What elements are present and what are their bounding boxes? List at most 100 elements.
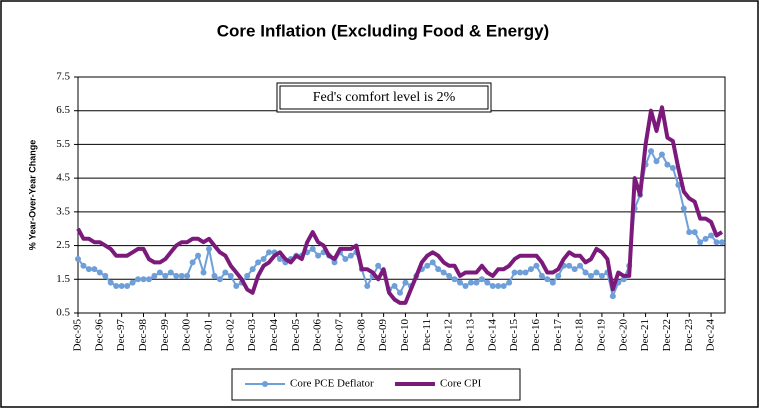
x-tick-label: Dec-03 <box>246 319 258 352</box>
y-tick-label: 0.5 <box>56 307 70 319</box>
series-line <box>76 105 724 305</box>
point <box>249 266 256 273</box>
point <box>309 245 316 252</box>
y-tick-label: 6.5 <box>56 104 70 116</box>
point <box>391 283 398 290</box>
point <box>107 279 114 286</box>
point <box>347 252 354 259</box>
point <box>173 272 180 279</box>
point <box>533 262 540 269</box>
x-tick-label: Dec-96 <box>93 319 105 352</box>
x-tick-label: Dec-00 <box>181 319 193 352</box>
y-tick-label: 1.5 <box>56 273 70 285</box>
legend-label: Core CPI <box>440 378 482 390</box>
point <box>255 259 262 266</box>
point <box>222 269 229 276</box>
point <box>91 266 98 273</box>
y-tick-label: 4.5 <box>56 172 70 184</box>
point <box>506 279 513 286</box>
point <box>205 245 212 252</box>
point <box>315 252 322 259</box>
x-tick-label: Dec-13 <box>464 319 476 352</box>
point <box>577 262 584 269</box>
x-tick-label: Dec-20 <box>617 319 629 352</box>
point <box>151 272 158 279</box>
point <box>440 269 447 276</box>
point <box>124 283 131 290</box>
point <box>140 276 147 283</box>
point <box>178 272 185 279</box>
point <box>511 269 518 276</box>
point <box>276 256 283 263</box>
chart-title: Core Inflation (Excluding Food & Energy) <box>217 21 549 40</box>
point <box>691 229 698 236</box>
point <box>593 269 600 276</box>
point <box>664 161 671 168</box>
point <box>211 272 218 279</box>
point <box>669 165 676 172</box>
point <box>342 256 349 263</box>
point <box>588 272 595 279</box>
point <box>473 279 480 286</box>
x-tick-label: Dec-01 <box>203 319 215 351</box>
point <box>75 256 81 263</box>
point <box>424 262 431 269</box>
x-tick-label: Dec-97 <box>115 319 127 352</box>
point <box>697 239 704 246</box>
point <box>96 269 103 276</box>
y-tick-label: 2.5 <box>56 239 70 251</box>
point <box>113 283 120 290</box>
point <box>555 272 562 279</box>
point <box>457 279 464 286</box>
point <box>571 266 578 273</box>
x-tick-label: Dec-16 <box>530 319 542 352</box>
x-tick-label: Dec-07 <box>333 319 345 352</box>
x-tick-label: Dec-11 <box>421 319 433 351</box>
point <box>162 272 169 279</box>
plot-area: 0.5 1.5 2.5 3.5 4.5 5.5 6.5 7.5 Dec-95 Dec-96 Dec-… <box>56 71 726 352</box>
x-tick-label: Dec-05 <box>290 319 302 352</box>
x-tick-label: Dec-12 <box>443 319 455 351</box>
y-axis-label: % Year-Over-Year Change <box>27 140 37 250</box>
point <box>80 262 87 269</box>
point <box>266 249 273 256</box>
x-tick-label: Dec-08 <box>355 319 367 352</box>
point <box>451 276 458 283</box>
point <box>102 272 109 279</box>
point <box>462 283 469 290</box>
point <box>686 229 693 236</box>
point <box>216 276 223 283</box>
point <box>467 279 474 286</box>
annotation-box <box>276 82 492 113</box>
point <box>566 262 573 269</box>
point <box>85 266 92 273</box>
point <box>429 259 436 266</box>
point <box>653 158 660 165</box>
point <box>167 269 174 276</box>
point <box>484 279 491 286</box>
point <box>598 272 605 279</box>
point <box>522 269 529 276</box>
x-tick-label: Dec-98 <box>137 319 149 352</box>
y-tick-label: 7.5 <box>56 71 70 83</box>
point <box>402 279 409 286</box>
point <box>527 266 534 273</box>
x-tick-label: Dec-23 <box>683 319 695 352</box>
point <box>609 293 616 300</box>
annotation: Fed's comfort level is 2% <box>313 90 456 105</box>
x-tick-label: Dec-02 <box>224 319 236 351</box>
x-tick-label: Dec-06 <box>312 319 324 352</box>
x-tick-label: Dec-99 <box>159 319 171 352</box>
x-tick-label: Dec-09 <box>377 319 389 352</box>
point <box>708 232 715 239</box>
legend-marker <box>262 381 268 387</box>
point <box>227 272 234 279</box>
point <box>331 259 338 266</box>
x-tick-label: Dec-18 <box>574 319 586 352</box>
point <box>718 239 725 246</box>
x-tick-label: Dec-15 <box>508 319 520 352</box>
point <box>675 181 682 188</box>
point <box>244 272 251 279</box>
point <box>544 276 551 283</box>
